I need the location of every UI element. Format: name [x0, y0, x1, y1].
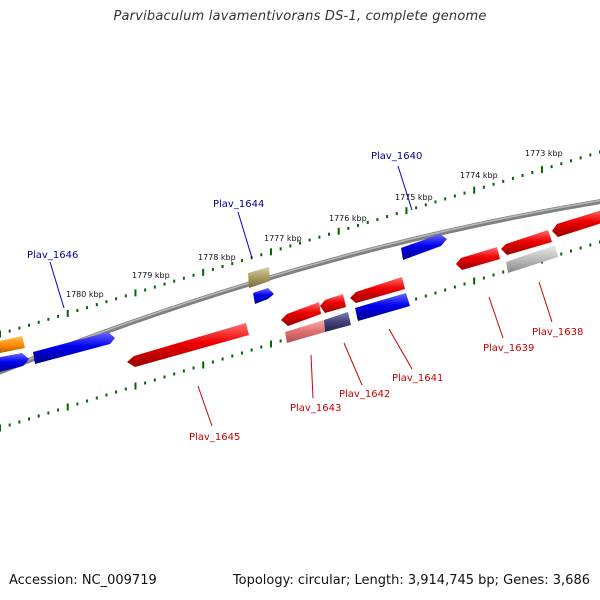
- label-plav-1642[interactable]: Plav_1642: [339, 389, 390, 400]
- genome-summary-text: Topology: circular; Length: 3,914,745 bp…: [232, 573, 590, 588]
- tick-label-1780: 1780 kbp: [66, 290, 104, 299]
- tick-label-1774: 1774 kbp: [460, 171, 498, 180]
- gene-plav-1644-arrow[interactable]: [253, 288, 274, 304]
- tick-label-1779: 1779 kbp: [132, 271, 170, 280]
- label-plav-1644[interactable]: Plav_1644: [213, 199, 264, 210]
- reverse-genes: [127, 209, 600, 367]
- gene-plav-1643b[interactable]: [285, 320, 325, 343]
- forward-genes: [0, 234, 447, 373]
- gene-forward-left-edge[interactable]: [0, 353, 29, 373]
- gene-plav-1642b[interactable]: [324, 312, 351, 332]
- gene-plav-1643[interactable]: [281, 302, 321, 326]
- label-plav-1643[interactable]: Plav_1643: [290, 403, 341, 414]
- tick-label-1778: 1778 kbp: [198, 253, 236, 262]
- tick-label-1776: 1776 kbp: [329, 214, 367, 223]
- gene-plav-1646[interactable]: [33, 332, 115, 364]
- forward-gene-labels: Plav_1640 Plav_1644 Plav_1646: [27, 151, 422, 261]
- gene-plav-1645[interactable]: [127, 323, 249, 367]
- gene-plav-1642[interactable]: [320, 294, 346, 313]
- gene-orange[interactable]: [0, 336, 25, 354]
- accession-text: Accession: NC_009719: [9, 573, 157, 588]
- gene-reverse-right-edge[interactable]: [552, 209, 600, 237]
- label-plav-1645[interactable]: Plav_1645: [189, 432, 240, 443]
- gene-plav-1638-a[interactable]: [501, 230, 552, 255]
- reverse-gene-labels: Plav_1638 Plav_1639 Plav_1641 Plav_1642 …: [189, 327, 583, 443]
- tick-label-1775: 1775 kbp: [395, 193, 433, 202]
- label-plav-1638[interactable]: Plav_1638: [532, 327, 583, 338]
- tick-label-1777: 1777 kbp: [264, 234, 302, 243]
- kbp-tick-labels: 1773 kbp 1774 kbp 1775 kbp 1776 kbp 1777…: [66, 149, 563, 299]
- label-plav-1646[interactable]: Plav_1646: [27, 250, 78, 261]
- label-plav-1641[interactable]: Plav_1641: [392, 373, 443, 384]
- gene-forward-mid[interactable]: [355, 293, 410, 321]
- label-plav-1639[interactable]: Plav_1639: [483, 343, 534, 354]
- tick-label-1773: 1773 kbp: [525, 149, 563, 158]
- gene-plav-1639[interactable]: [456, 247, 500, 270]
- reverse-leader-lines: [197, 281, 553, 427]
- label-plav-1640[interactable]: Plav_1640: [371, 151, 422, 162]
- upper-tick-row: [0, 150, 600, 338]
- gene-plav-1638[interactable]: [506, 245, 558, 273]
- gene-plav-1640[interactable]: [401, 234, 447, 260]
- gene-plav-1644-rna[interactable]: [248, 267, 270, 288]
- forward-leader-lines: [49, 165, 413, 309]
- gene-plav-1641[interactable]: [350, 277, 405, 303]
- map-title: Parvibaculum lavamentivorans DS-1, compl…: [113, 9, 487, 24]
